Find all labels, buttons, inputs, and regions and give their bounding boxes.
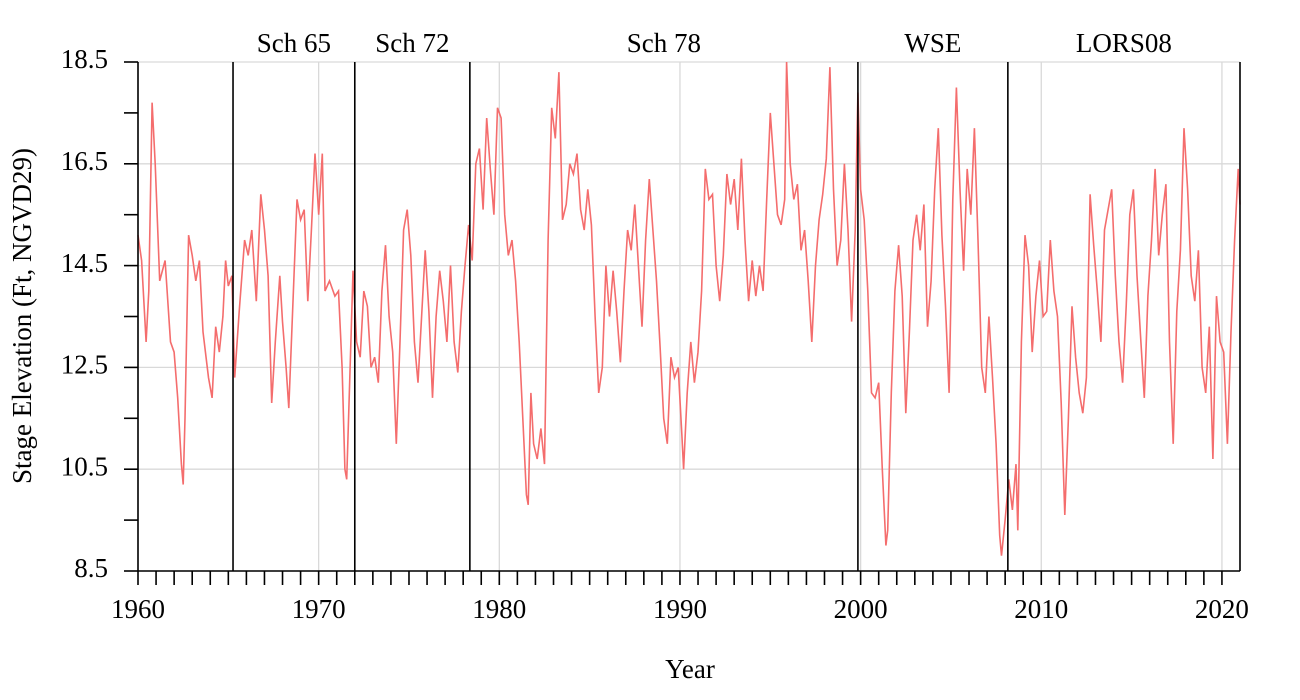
y-axis-title: Stage Elevation (Ft, NGVD29) [7, 148, 37, 484]
period-label: WSE [904, 28, 961, 58]
period-label: Sch 65 [257, 28, 331, 58]
period-label: Sch 72 [375, 28, 449, 58]
x-tick-label: 2000 [834, 594, 888, 624]
x-tick-label: 2020 [1195, 594, 1249, 624]
period-label: Sch 78 [627, 28, 701, 58]
x-tick-label: 1970 [292, 594, 346, 624]
y-tick-label: 10.5 [61, 451, 108, 481]
y-tick-label: 12.5 [61, 350, 108, 380]
y-tick-label: 16.5 [61, 146, 108, 176]
period-label: LORS08 [1076, 28, 1172, 58]
x-tick-label: 1990 [653, 594, 707, 624]
y-tick-label: 18.5 [61, 44, 108, 74]
x-axis-title: Year [665, 654, 715, 684]
x-tick-label: 1960 [111, 594, 165, 624]
x-tick-label: 1980 [472, 594, 526, 624]
y-tick-label: 14.5 [61, 248, 108, 278]
data-line [137, 61, 1241, 556]
y-tick-label: 8.5 [74, 553, 108, 583]
x-tick-label: 2010 [1014, 594, 1068, 624]
